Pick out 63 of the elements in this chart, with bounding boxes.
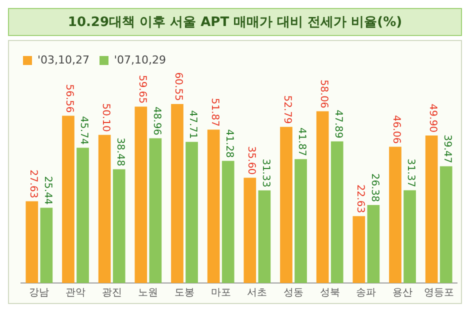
bar	[40, 208, 53, 283]
x-tick-label: 송파	[356, 288, 376, 299]
x-tick-label: 영등포	[424, 288, 454, 299]
data-label: 31.37	[405, 158, 416, 188]
chart-title: 10.29대책 이후 서울 APT 매매가 대비 전세가 비율(%)	[8, 8, 462, 36]
data-label: 47.89	[332, 110, 344, 138]
data-label: 45.74	[78, 116, 90, 145]
bar	[244, 178, 256, 283]
data-label: 25.44	[42, 176, 53, 205]
data-label: 49.90	[426, 104, 438, 132]
x-tick-label: 노원	[138, 288, 158, 299]
bar	[222, 160, 234, 283]
x-tick-label: 강남	[29, 288, 50, 299]
bar	[207, 130, 220, 283]
bar	[389, 146, 402, 283]
x-tick-label: 마포	[210, 288, 231, 299]
data-label: 56.56	[64, 84, 75, 113]
bar	[440, 166, 452, 283]
bar	[62, 116, 74, 283]
bar	[316, 111, 329, 283]
data-label: 58.06	[318, 80, 329, 108]
bar	[112, 169, 126, 283]
bar	[367, 204, 380, 283]
data-label: 52.79	[282, 95, 293, 124]
data-label: 46.06	[390, 115, 402, 144]
x-tick-label: 성동	[284, 288, 304, 299]
bar	[186, 142, 198, 283]
bar	[294, 159, 307, 283]
data-label: 60.55	[172, 72, 184, 101]
x-tick-label: 성북	[320, 288, 340, 299]
bar	[280, 126, 292, 283]
data-label: 26.38	[368, 173, 380, 202]
bar	[258, 190, 271, 283]
data-label: 41.28	[224, 129, 235, 158]
legend-label: '03,10,27	[38, 53, 90, 66]
data-label: 39.47	[442, 134, 453, 164]
data-label: 31.33	[260, 158, 271, 188]
data-label: 51.87	[208, 98, 220, 127]
data-label: 50.10	[100, 103, 111, 132]
bar	[98, 134, 111, 283]
x-tick-label: 용산	[392, 288, 412, 299]
x-tick-label: 관악	[66, 288, 86, 299]
bar	[76, 148, 89, 283]
data-label: 47.71	[187, 110, 198, 139]
data-label: 41.87	[296, 128, 308, 156]
data-label: 59.65	[136, 74, 148, 104]
bar	[149, 138, 162, 283]
bar	[26, 201, 38, 283]
legend-label: '07,10,29	[114, 53, 166, 66]
data-label: 38.48	[114, 138, 126, 166]
bar	[404, 190, 416, 283]
data-label: 48.96	[150, 106, 162, 136]
bar	[134, 106, 148, 283]
data-label: 22.63	[354, 184, 366, 214]
data-label: 35.60	[245, 146, 256, 175]
bar	[330, 141, 344, 283]
x-tick-label: 도봉	[174, 288, 194, 299]
data-label: 27.63	[27, 170, 38, 198]
x-tick-label: 광진	[102, 288, 122, 299]
bar	[425, 135, 438, 283]
x-tick-label: 서초	[247, 288, 268, 299]
bar	[352, 216, 366, 283]
bar	[171, 104, 184, 283]
